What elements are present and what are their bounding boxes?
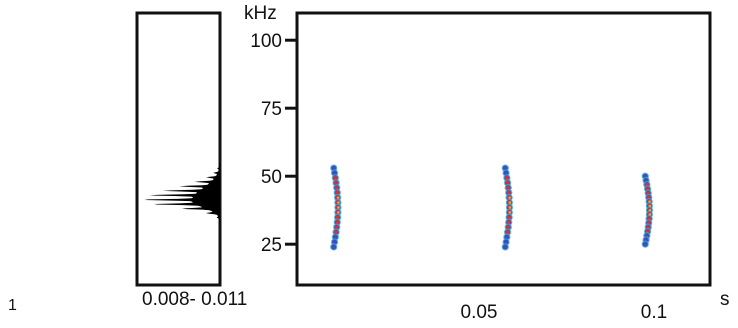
pulse-point xyxy=(331,244,337,250)
pulse-core xyxy=(334,185,339,190)
spectrogram-panel: 25 50 75 100 0.05 0.1 kHz s xyxy=(244,3,730,323)
pulse-core xyxy=(335,220,340,225)
pulse-core xyxy=(335,190,340,195)
pulse-peak xyxy=(508,206,512,209)
pulse-core xyxy=(505,180,510,185)
pulse-peak xyxy=(648,204,652,208)
pulse-peak xyxy=(337,201,340,204)
spectrogram-frame xyxy=(295,11,712,287)
pulse xyxy=(641,172,654,248)
pulse-peak xyxy=(648,200,651,203)
pulse-peak xyxy=(508,196,511,199)
y-axis: 25 50 75 100 xyxy=(250,31,297,256)
pulse xyxy=(501,164,514,251)
pulse-point xyxy=(331,165,337,171)
power-spectrum-panel: 0.008- 0.011 xyxy=(135,11,247,310)
pulse-core xyxy=(505,230,510,235)
spectrum-area xyxy=(144,162,220,231)
pulse-peak xyxy=(336,196,340,199)
y-tick-label: 100 xyxy=(250,31,282,52)
x-tick-label: 0.05 xyxy=(461,302,498,323)
pulse-point xyxy=(331,239,338,245)
pulse-core xyxy=(334,230,339,235)
pulse-point xyxy=(332,234,338,240)
pulse-point xyxy=(331,170,338,176)
pulse-core xyxy=(334,225,339,230)
y-tick-label: 50 xyxy=(261,167,282,188)
pulse-peak xyxy=(508,201,512,204)
pulse-point xyxy=(504,234,510,240)
pulse-point xyxy=(503,170,509,176)
pulse-core xyxy=(506,220,511,225)
pulse-layer xyxy=(330,164,654,251)
pulse xyxy=(330,164,342,251)
pulse-point xyxy=(502,244,508,250)
pulse-core xyxy=(504,175,509,180)
x-axis: 0.05 0.1 xyxy=(461,302,668,323)
pulse-peak xyxy=(337,211,340,214)
pulse-core xyxy=(507,215,512,220)
pulse-peak xyxy=(648,213,652,216)
pulse-core xyxy=(335,215,340,220)
x-tick-label: 0.1 xyxy=(641,302,667,323)
pulse-peak xyxy=(337,206,340,209)
y-tick-label: 25 xyxy=(261,235,282,256)
spectrum-range-label: 0.008- 0.011 xyxy=(142,289,247,310)
spectrum-frame xyxy=(135,11,222,287)
x-axis-unit: s xyxy=(720,289,730,310)
pulse-core xyxy=(334,180,339,185)
y-tick-label: 75 xyxy=(261,99,282,120)
pulse-peak xyxy=(648,208,652,212)
pulse-point xyxy=(642,241,648,247)
pulse-point xyxy=(502,165,508,171)
panel-number: 1 xyxy=(8,297,17,314)
pulse-core xyxy=(506,225,511,230)
pulse-core xyxy=(506,185,511,190)
pulse-point xyxy=(503,239,509,245)
pulse-core xyxy=(506,190,511,195)
y-axis-unit: kHz xyxy=(244,3,277,24)
pulse-core xyxy=(333,175,338,180)
pulse-peak xyxy=(508,211,512,214)
